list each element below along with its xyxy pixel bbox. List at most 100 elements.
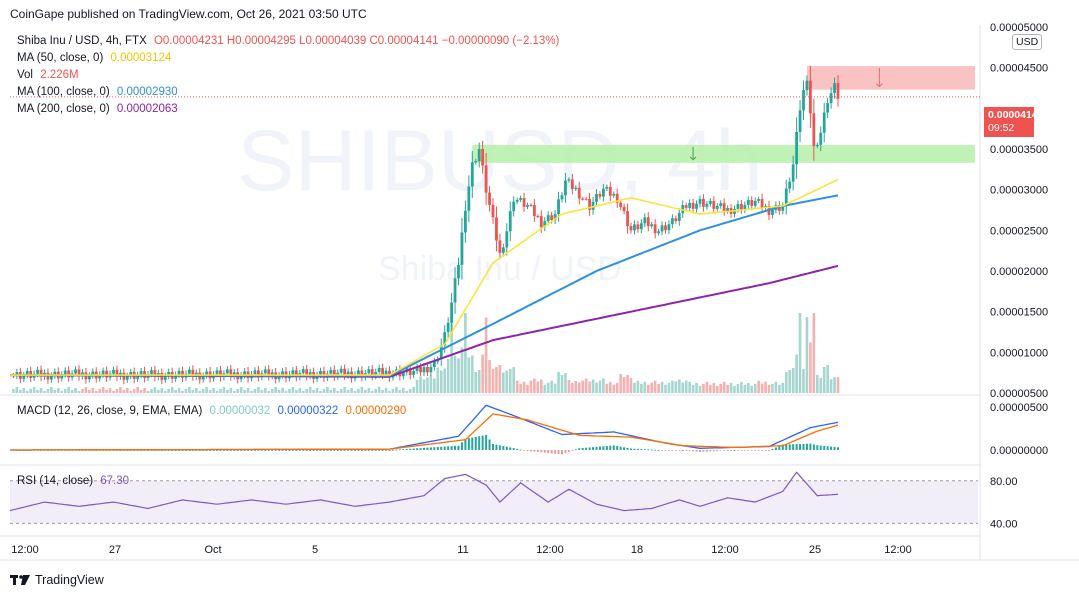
macd-hist-bar <box>395 449 398 451</box>
price-axis-tick: 0.00003000 <box>990 185 1048 197</box>
candle-body <box>201 375 205 380</box>
legend-ohlc: O0.00004231 H0.00004295 L0.00004039 C0.0… <box>153 35 560 47</box>
candle-body <box>305 369 309 377</box>
last-price-value: 0.00004141 <box>988 109 1044 121</box>
candle-body <box>598 193 602 197</box>
legend-macd-row[interactable]: MACD (12, 26, close, 9, EMA, EMA) 0.0000… <box>17 405 410 417</box>
price-axis-tick: 0.00003500 <box>990 144 1048 156</box>
volume-bar <box>467 357 471 393</box>
volume-bar <box>557 372 560 393</box>
volume-bar <box>612 384 616 393</box>
volume-bar <box>688 381 691 393</box>
volume-bar <box>288 388 291 393</box>
volume-bar <box>809 342 812 393</box>
volume-bar <box>326 386 329 393</box>
candle-body <box>229 369 233 377</box>
legend-vol-row[interactable]: Vol 2.226M <box>17 69 83 81</box>
candle-body <box>470 162 474 187</box>
candle-body <box>674 218 678 222</box>
time-axis-tick: 25 <box>809 544 821 556</box>
volume-bar <box>408 388 412 393</box>
legend-symbol-row: Shiba Inu / USD, 4h, FTX O0.00004231 H0.… <box>17 35 563 47</box>
macd-hist-bar <box>298 450 301 451</box>
volume-bar <box>229 388 233 393</box>
volume-bar <box>636 380 640 393</box>
macd-hist-bar <box>688 450 691 451</box>
volume-bar <box>598 380 602 393</box>
macd-hist-bar <box>605 445 608 450</box>
volume-bar <box>315 387 319 393</box>
macd-hist-bar <box>354 450 356 451</box>
macd-hist-bar <box>581 447 584 450</box>
candle-body <box>726 208 729 211</box>
candle-body <box>588 198 591 210</box>
candle-body <box>639 223 643 230</box>
volume-bar <box>439 370 443 393</box>
candle-body <box>408 368 412 375</box>
resistance-arrow <box>876 68 883 88</box>
volume-bar <box>660 381 664 393</box>
candle-body <box>129 371 133 376</box>
macd-hist-bar <box>460 442 463 450</box>
macd-hist-bar <box>743 450 746 451</box>
legend-ma100-row[interactable]: MA (100, close, 0) 0.00002930 <box>17 86 182 98</box>
volume-bar <box>39 387 43 393</box>
macd-hist-bar <box>171 450 174 451</box>
volume-bar <box>177 387 181 393</box>
macd-hist-bar <box>278 450 281 451</box>
volume-bar <box>339 388 343 393</box>
legend-symbol[interactable]: Shiba Inu / USD, 4h, FTX <box>17 35 147 47</box>
volume-bar <box>239 387 243 393</box>
legend-ma200-row[interactable]: MA (200, close, 0) 0.00002063 <box>17 103 182 115</box>
candle-body <box>788 181 792 189</box>
volume-bar <box>201 388 205 393</box>
volume-bar <box>257 387 260 393</box>
macd-hist-bar <box>291 450 294 451</box>
macd-hist-bar <box>253 450 256 451</box>
macd-hist-bar <box>678 450 681 451</box>
candle-body <box>381 367 384 375</box>
currency-button[interactable]: USD <box>1012 34 1043 50</box>
candle-body <box>74 369 77 374</box>
candle-body <box>429 366 433 373</box>
macd-hist-bar <box>205 450 208 451</box>
macd-hist-bar <box>450 446 453 450</box>
volume-bar <box>574 381 578 393</box>
candle-body <box>643 217 647 224</box>
candle-body <box>267 369 271 377</box>
candle-body <box>519 197 522 200</box>
volume-bar <box>543 384 547 393</box>
candle-body <box>684 205 688 208</box>
macd-hist-bar <box>478 436 481 450</box>
legend-ma50-row[interactable]: MA (50, close, 0) 0.00003124 <box>17 52 175 64</box>
macd-hist-bar <box>536 450 539 453</box>
macd-hist-bar <box>195 450 198 451</box>
volume-bar <box>232 391 236 393</box>
tradingview-brand[interactable]: TradingView <box>10 573 104 587</box>
macd-hist-bar <box>529 450 532 452</box>
volume-bar <box>412 386 415 393</box>
volume-bar <box>805 317 809 393</box>
rsi-line <box>9 471 839 512</box>
macd-hist-bar <box>398 449 401 451</box>
candle-body <box>136 374 140 379</box>
macd-axis-tick: 0.00000500 <box>990 402 1048 414</box>
macd-hist-bar <box>423 447 425 450</box>
macd-hist-bar <box>371 450 374 451</box>
candle-body <box>791 164 795 182</box>
macd-hist-bar <box>795 444 798 450</box>
candle-body <box>50 375 53 380</box>
macd-hist-bar <box>184 450 187 451</box>
legend-rsi-row[interactable]: RSI (14, close) 67.30 <box>17 475 133 487</box>
candle-body <box>53 371 57 376</box>
volume-bar <box>826 365 829 393</box>
candle-body <box>439 345 443 359</box>
macd-hist-bar <box>640 449 643 450</box>
volume-bar <box>495 367 498 393</box>
volume-bar <box>329 389 333 393</box>
candle-body <box>760 199 764 208</box>
volume-bar <box>388 390 391 393</box>
volume-bar <box>98 388 101 393</box>
volume-bar <box>284 391 288 393</box>
